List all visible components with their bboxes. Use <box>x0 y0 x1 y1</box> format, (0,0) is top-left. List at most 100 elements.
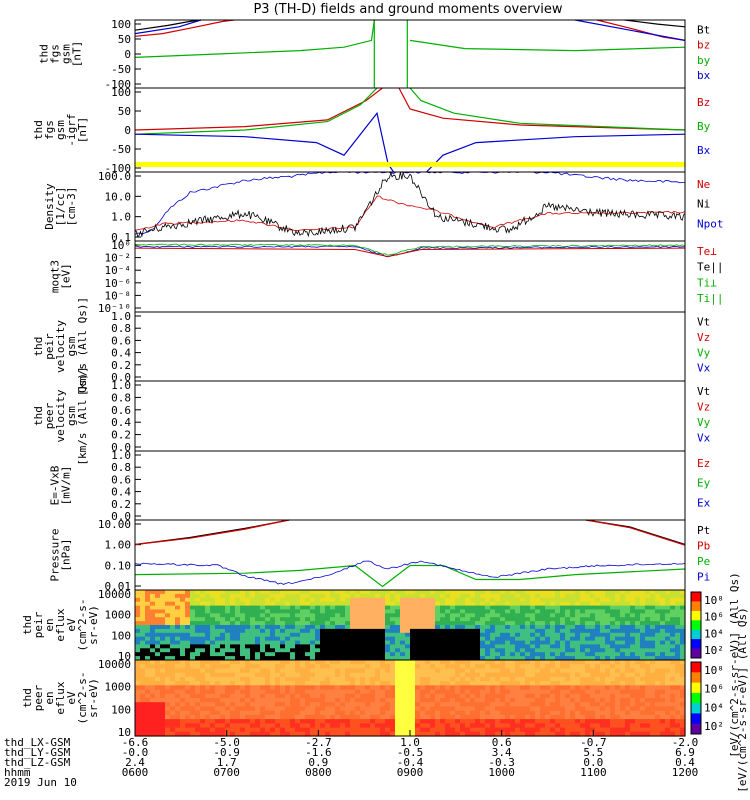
spec-cell <box>245 593 251 599</box>
spec-cell <box>210 689 216 695</box>
spec-cell <box>575 723 581 729</box>
spec-cell <box>285 710 291 716</box>
spec-cell <box>455 640 461 646</box>
spec-cell <box>650 681 656 686</box>
spec-cell <box>270 664 276 669</box>
spec-cell <box>490 605 496 611</box>
spec-cell <box>390 640 396 646</box>
spec-cell <box>155 676 161 682</box>
legend-vx: Vx <box>697 431 711 444</box>
spec-cell <box>450 727 456 733</box>
spec-cell <box>470 597 476 603</box>
spec-cell <box>525 714 531 720</box>
spec-cell <box>330 648 336 653</box>
spec-cell <box>500 693 506 699</box>
spec-cell <box>265 676 271 682</box>
spec-cell <box>585 601 591 607</box>
y-axis-label-line: Density <box>43 183 56 230</box>
spec-cell <box>585 710 591 716</box>
colorbar-label-text: [eV/(cm^2-s-sr-eV)] (All Qs) <box>728 572 741 757</box>
panel-frame <box>134 380 686 452</box>
spec-cell <box>465 628 471 634</box>
spec-cell <box>500 672 506 678</box>
colorbar-segment <box>691 592 701 602</box>
spec-cell <box>185 660 191 665</box>
spec-cell <box>290 613 296 618</box>
spec-cell <box>145 640 151 646</box>
spec-cell <box>265 636 271 642</box>
spec-cell <box>320 710 326 716</box>
spec-cell <box>525 644 531 649</box>
spec-cell <box>610 668 616 674</box>
spec-cell <box>245 727 251 733</box>
spec-cell <box>600 652 606 657</box>
spec-cell <box>155 628 161 634</box>
spec-cell <box>175 636 181 642</box>
spec-cell <box>640 605 646 611</box>
spec-cell <box>225 625 231 630</box>
spec-cell <box>625 714 631 720</box>
spec-cell <box>330 644 336 649</box>
spec-cell <box>590 714 596 720</box>
spec-cell <box>670 710 676 716</box>
spec-cell <box>190 672 196 678</box>
spec-cell <box>580 702 586 707</box>
colorbar-bottom-label-text: [eV/(cm^2-s-sr-eV)] (All Qs) <box>736 607 749 792</box>
spec-cell <box>200 597 206 603</box>
spec-cell <box>615 714 621 720</box>
spec-cell <box>640 689 646 695</box>
spec-cell <box>195 593 201 599</box>
spec-cell <box>555 597 561 603</box>
spec-cell <box>500 632 506 638</box>
spec-cell <box>595 714 601 720</box>
spec-cell <box>580 656 586 661</box>
spec-cell <box>475 706 481 712</box>
spec-cell <box>375 685 381 691</box>
spec-cell <box>255 668 261 674</box>
spec-cell <box>210 652 216 657</box>
spec-cell <box>580 636 586 642</box>
spec-cell <box>235 617 241 622</box>
spec-cell <box>575 601 581 607</box>
x-row-label: thd_LZ-GSM <box>4 756 71 769</box>
spec-cell <box>675 617 681 622</box>
spec-cell <box>255 613 261 618</box>
spec-cell <box>430 731 436 737</box>
spec-cell <box>250 621 256 626</box>
spec-cell <box>160 597 166 603</box>
spec-cell <box>400 727 406 733</box>
spec-cell <box>350 719 356 724</box>
spec-cell <box>610 685 616 691</box>
spec-cell <box>365 676 371 682</box>
spec-cell <box>495 693 501 699</box>
spec-cell <box>205 652 211 657</box>
spec-cell <box>510 632 516 638</box>
spec-cell <box>590 609 596 614</box>
spec-cell <box>235 652 241 657</box>
spec-cell <box>375 698 381 703</box>
spec-cell <box>470 710 476 716</box>
spec-cell <box>340 644 346 649</box>
spec-cell <box>330 601 336 607</box>
spec-cell <box>600 681 606 686</box>
spec-cell <box>235 621 241 626</box>
spec-cell <box>160 628 166 634</box>
spec-cell <box>140 685 146 691</box>
spec-cell <box>350 644 356 649</box>
spec-cell <box>445 644 451 649</box>
spec-cell <box>185 640 191 646</box>
spec-cell <box>415 706 421 712</box>
spec-cell <box>640 656 646 661</box>
spec-cell <box>435 668 441 674</box>
spec-cell <box>320 731 326 737</box>
spec-cell <box>365 714 371 720</box>
y-tick-label: 0.2 <box>111 359 131 372</box>
spec-cell <box>620 660 626 665</box>
spec-cell <box>670 689 676 695</box>
spec-cell <box>460 625 466 630</box>
spec-cell <box>550 636 556 642</box>
spec-cell <box>335 706 341 712</box>
spec-cell <box>625 685 631 691</box>
spec-cell <box>600 693 606 699</box>
spec-cell <box>470 648 476 653</box>
